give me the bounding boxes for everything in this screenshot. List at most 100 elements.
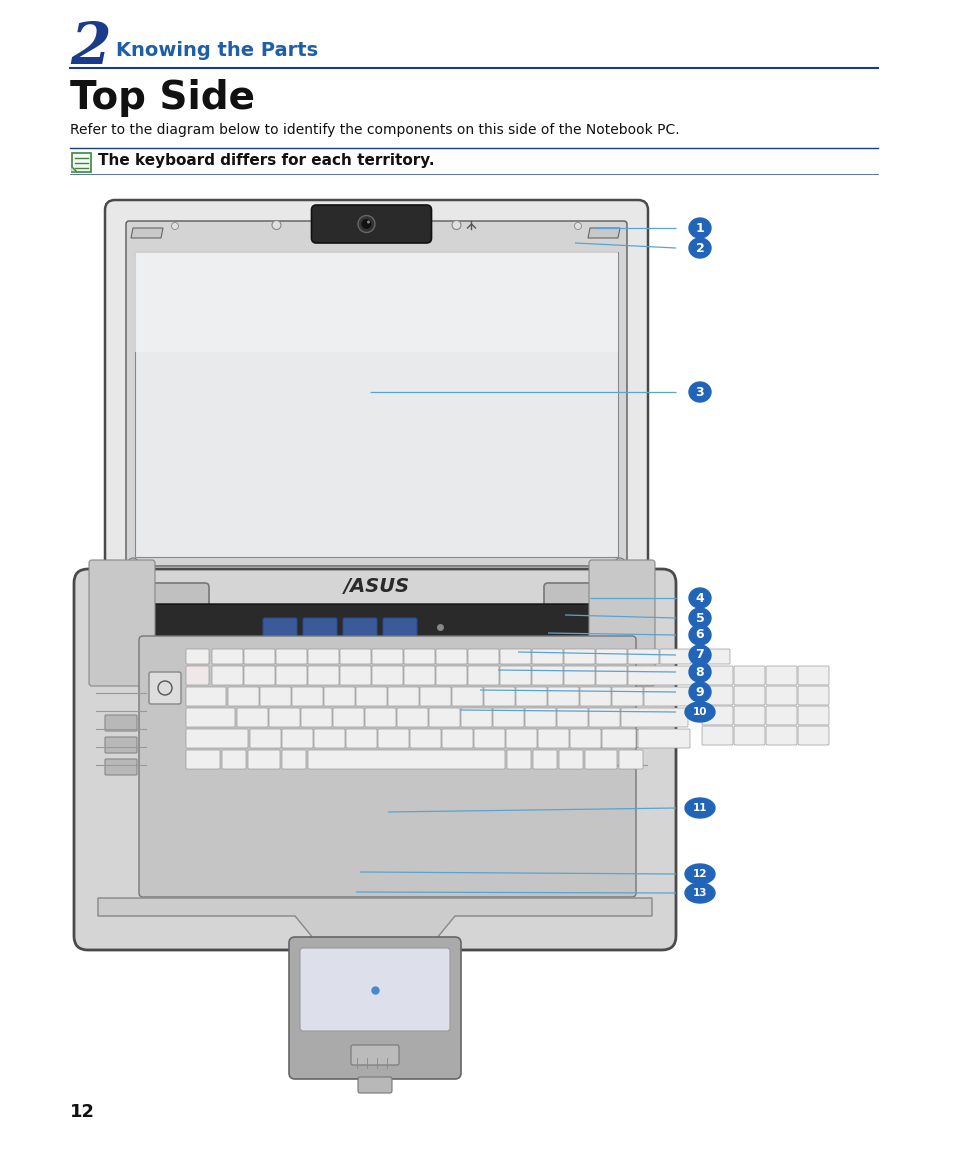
FancyBboxPatch shape — [186, 728, 248, 748]
FancyBboxPatch shape — [569, 728, 600, 748]
Ellipse shape — [688, 683, 710, 702]
FancyBboxPatch shape — [126, 221, 626, 566]
FancyBboxPatch shape — [596, 666, 626, 685]
FancyBboxPatch shape — [733, 666, 764, 685]
Text: 1: 1 — [695, 222, 703, 234]
FancyBboxPatch shape — [228, 687, 258, 705]
FancyBboxPatch shape — [244, 666, 274, 685]
FancyBboxPatch shape — [733, 705, 764, 725]
FancyBboxPatch shape — [346, 728, 376, 748]
Text: 3: 3 — [695, 386, 703, 399]
Text: 5: 5 — [695, 611, 703, 625]
FancyBboxPatch shape — [601, 728, 636, 748]
FancyBboxPatch shape — [151, 583, 209, 617]
Text: The keyboard differs for each territory.: The keyboard differs for each territory. — [98, 154, 434, 169]
FancyBboxPatch shape — [382, 618, 416, 638]
FancyBboxPatch shape — [436, 649, 467, 664]
FancyBboxPatch shape — [248, 750, 280, 769]
Circle shape — [357, 216, 375, 232]
Text: 11: 11 — [692, 803, 706, 813]
FancyBboxPatch shape — [282, 728, 313, 748]
FancyBboxPatch shape — [524, 708, 556, 727]
FancyBboxPatch shape — [312, 205, 431, 242]
FancyBboxPatch shape — [357, 1077, 392, 1093]
FancyBboxPatch shape — [372, 666, 402, 685]
FancyBboxPatch shape — [365, 708, 395, 727]
FancyBboxPatch shape — [105, 715, 137, 731]
Text: 7: 7 — [695, 648, 703, 662]
FancyBboxPatch shape — [483, 687, 515, 705]
Text: 2: 2 — [70, 20, 111, 76]
FancyBboxPatch shape — [516, 687, 546, 705]
FancyBboxPatch shape — [339, 649, 371, 664]
FancyBboxPatch shape — [275, 666, 307, 685]
FancyBboxPatch shape — [547, 687, 578, 705]
FancyBboxPatch shape — [563, 666, 595, 685]
FancyBboxPatch shape — [579, 687, 610, 705]
Ellipse shape — [688, 625, 710, 645]
FancyBboxPatch shape — [765, 666, 796, 685]
FancyBboxPatch shape — [333, 708, 364, 727]
FancyBboxPatch shape — [452, 687, 482, 705]
FancyBboxPatch shape — [701, 726, 732, 745]
Text: 8: 8 — [695, 665, 703, 679]
Ellipse shape — [688, 645, 710, 665]
Polygon shape — [98, 899, 651, 1013]
FancyBboxPatch shape — [396, 708, 428, 727]
FancyBboxPatch shape — [263, 618, 296, 638]
FancyBboxPatch shape — [612, 687, 642, 705]
FancyBboxPatch shape — [244, 649, 274, 664]
FancyBboxPatch shape — [584, 750, 617, 769]
FancyBboxPatch shape — [468, 666, 498, 685]
Circle shape — [367, 221, 370, 224]
FancyBboxPatch shape — [289, 936, 460, 1079]
FancyBboxPatch shape — [691, 649, 729, 664]
FancyBboxPatch shape — [532, 649, 562, 664]
FancyBboxPatch shape — [186, 750, 220, 769]
FancyBboxPatch shape — [74, 569, 676, 950]
Text: Knowing the Parts: Knowing the Parts — [116, 40, 317, 60]
Text: Top Side: Top Side — [70, 79, 254, 117]
Circle shape — [172, 223, 178, 230]
FancyBboxPatch shape — [419, 687, 451, 705]
Ellipse shape — [684, 882, 714, 903]
Text: 2: 2 — [695, 241, 703, 254]
FancyBboxPatch shape — [308, 649, 338, 664]
Text: 12: 12 — [70, 1103, 95, 1121]
FancyBboxPatch shape — [797, 686, 828, 705]
FancyBboxPatch shape — [71, 153, 91, 172]
FancyBboxPatch shape — [250, 728, 281, 748]
FancyBboxPatch shape — [765, 726, 796, 745]
FancyBboxPatch shape — [105, 737, 137, 753]
FancyBboxPatch shape — [499, 666, 531, 685]
FancyBboxPatch shape — [765, 705, 796, 725]
FancyBboxPatch shape — [474, 728, 504, 748]
Text: 9: 9 — [695, 686, 703, 699]
FancyBboxPatch shape — [410, 728, 440, 748]
FancyBboxPatch shape — [460, 708, 492, 727]
Ellipse shape — [688, 381, 710, 402]
FancyBboxPatch shape — [643, 687, 696, 705]
FancyBboxPatch shape — [506, 750, 531, 769]
FancyBboxPatch shape — [468, 649, 498, 664]
FancyBboxPatch shape — [260, 687, 291, 705]
Text: /ASUS: /ASUS — [343, 577, 409, 595]
FancyBboxPatch shape — [441, 728, 473, 748]
FancyBboxPatch shape — [618, 750, 642, 769]
FancyBboxPatch shape — [355, 687, 387, 705]
FancyBboxPatch shape — [372, 649, 402, 664]
FancyBboxPatch shape — [533, 750, 557, 769]
FancyBboxPatch shape — [620, 708, 687, 727]
FancyBboxPatch shape — [627, 666, 700, 685]
FancyBboxPatch shape — [563, 649, 595, 664]
Polygon shape — [587, 228, 619, 238]
FancyBboxPatch shape — [797, 666, 828, 685]
Text: 6: 6 — [695, 629, 703, 641]
FancyBboxPatch shape — [269, 708, 299, 727]
FancyBboxPatch shape — [557, 708, 587, 727]
Text: 10: 10 — [692, 707, 706, 717]
FancyBboxPatch shape — [135, 604, 615, 638]
FancyBboxPatch shape — [135, 252, 618, 352]
FancyBboxPatch shape — [222, 750, 246, 769]
FancyBboxPatch shape — [765, 686, 796, 705]
